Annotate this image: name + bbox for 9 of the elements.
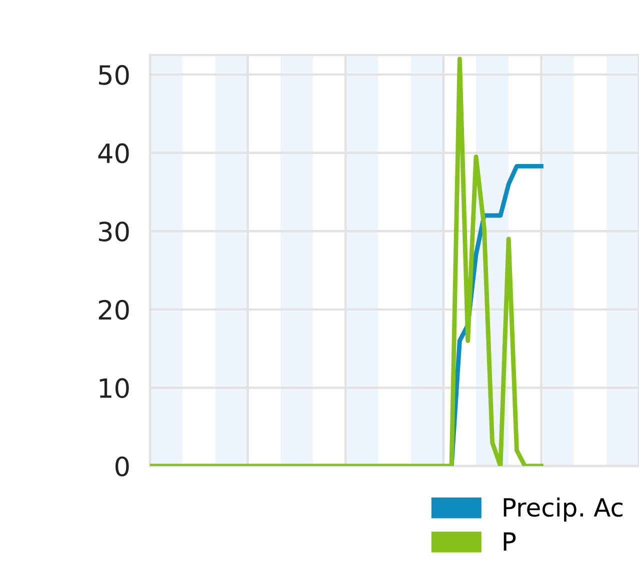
y-tick-label: 10 (100, 378, 129, 398)
y-tick-label: 40 (98, 143, 129, 164)
legend-label: P (504, 532, 516, 551)
y-tick-label: 30 (98, 222, 129, 242)
y-tick-label: 50 (99, 65, 129, 85)
line-series (150, 56, 544, 466)
legend-label: Precip. Ac (504, 497, 622, 522)
y-tick-label: 0 (116, 456, 129, 476)
y-tick-label: 20 (98, 300, 129, 320)
